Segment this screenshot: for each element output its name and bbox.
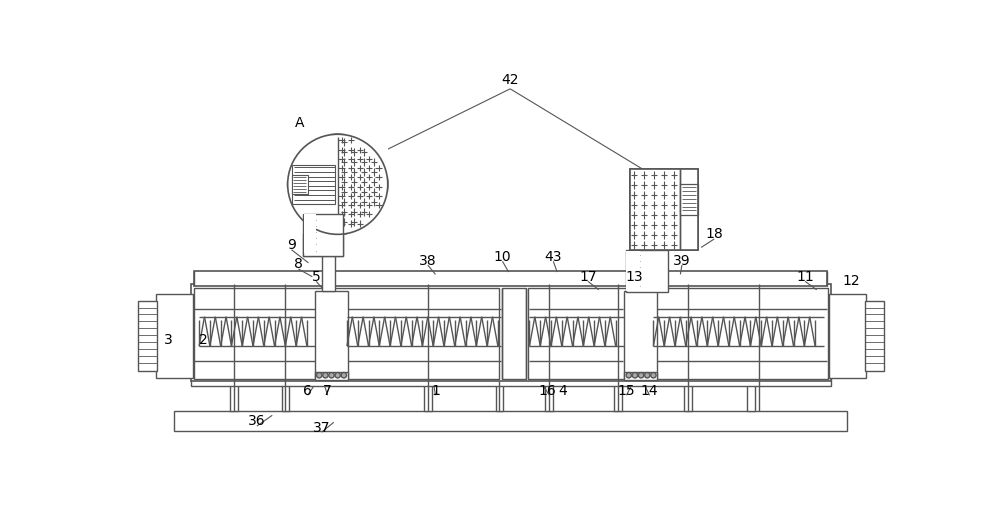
Circle shape [329, 373, 334, 378]
Bar [747, 382, 755, 411]
Text: 9: 9 [287, 238, 296, 252]
Bar [424, 382, 432, 411]
Bar [191, 377, 831, 386]
Bar [630, 169, 698, 250]
Bar [829, 294, 866, 378]
Text: 18: 18 [705, 228, 723, 241]
Bar [194, 270, 827, 286]
Bar [528, 288, 828, 379]
Bar [194, 288, 499, 379]
Bar [292, 175, 308, 194]
Text: 12: 12 [842, 274, 860, 288]
Bar [631, 250, 644, 291]
Bar [322, 250, 335, 291]
Text: 36: 36 [248, 414, 266, 429]
Bar [174, 411, 847, 432]
Bar [138, 301, 157, 371]
Bar [292, 165, 335, 204]
Bar [282, 382, 289, 411]
Bar [626, 251, 640, 291]
Circle shape [651, 373, 656, 378]
Text: 11: 11 [796, 270, 814, 283]
Bar [303, 213, 343, 256]
Circle shape [626, 373, 631, 378]
Text: 17: 17 [579, 270, 597, 283]
Text: 1: 1 [431, 384, 440, 398]
Bar [496, 382, 503, 411]
Bar [303, 213, 343, 256]
Circle shape [288, 135, 387, 233]
Text: 37: 37 [313, 421, 330, 435]
Bar [502, 288, 526, 379]
Bar [191, 284, 831, 382]
Circle shape [288, 134, 388, 234]
Bar [338, 134, 388, 234]
Text: 16: 16 [538, 384, 556, 398]
Text: 13: 13 [625, 270, 643, 283]
Text: 5: 5 [312, 270, 321, 283]
Text: 15: 15 [618, 384, 635, 398]
Circle shape [632, 373, 638, 378]
Text: 42: 42 [501, 73, 519, 87]
Bar [304, 215, 316, 253]
Text: 7: 7 [323, 384, 332, 398]
Bar [624, 291, 657, 377]
Bar [680, 184, 698, 215]
Bar [230, 382, 238, 411]
Bar [614, 382, 622, 411]
Bar [680, 169, 698, 250]
Bar [626, 250, 668, 292]
Text: 8: 8 [294, 257, 303, 271]
Circle shape [645, 373, 650, 378]
Bar [156, 294, 193, 378]
Bar [315, 372, 348, 380]
Text: 2: 2 [199, 333, 207, 347]
Text: A: A [295, 116, 305, 129]
Bar [865, 301, 884, 371]
Bar [630, 169, 680, 250]
Circle shape [335, 373, 340, 378]
Text: 3: 3 [164, 333, 173, 347]
Text: 4: 4 [558, 384, 567, 398]
Circle shape [317, 373, 322, 378]
Bar [684, 382, 692, 411]
Circle shape [638, 373, 644, 378]
Circle shape [341, 373, 347, 378]
Bar [624, 372, 657, 380]
Circle shape [323, 373, 328, 378]
Text: 14: 14 [641, 384, 658, 398]
Text: 38: 38 [419, 254, 437, 268]
Bar [287, 134, 338, 234]
Text: 6: 6 [303, 384, 312, 398]
Text: 39: 39 [673, 254, 691, 268]
Text: 10: 10 [494, 250, 511, 264]
Text: 43: 43 [545, 250, 562, 264]
Bar [545, 382, 553, 411]
Bar [315, 291, 348, 377]
Bar [630, 169, 698, 250]
